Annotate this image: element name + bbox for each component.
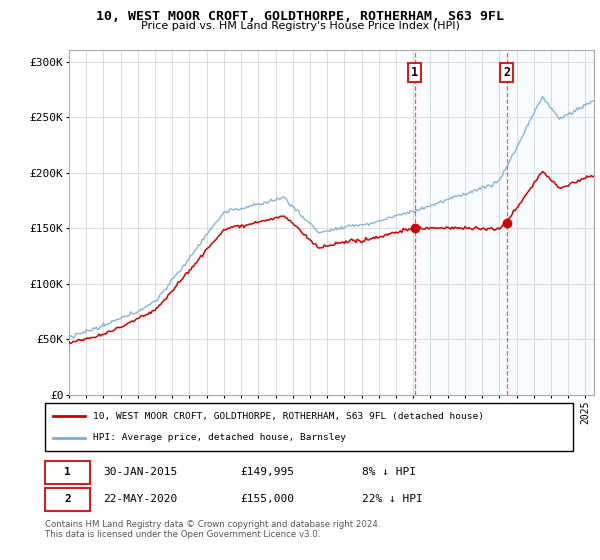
Text: 1: 1 (411, 66, 418, 80)
Text: Contains HM Land Registry data © Crown copyright and database right 2024.
This d: Contains HM Land Registry data © Crown c… (45, 520, 380, 539)
Text: 22-MAY-2020: 22-MAY-2020 (103, 494, 178, 505)
Bar (415, 50, 594, 395)
FancyBboxPatch shape (45, 488, 90, 511)
FancyBboxPatch shape (45, 460, 90, 484)
Text: Price paid vs. HM Land Registry's House Price Index (HPI): Price paid vs. HM Land Registry's House … (140, 21, 460, 31)
Text: £149,995: £149,995 (241, 467, 295, 477)
Text: 10, WEST MOOR CROFT, GOLDTHORPE, ROTHERHAM, S63 9FL (detached house): 10, WEST MOOR CROFT, GOLDTHORPE, ROTHERH… (92, 412, 484, 421)
Text: 10, WEST MOOR CROFT, GOLDTHORPE, ROTHERHAM, S63 9FL: 10, WEST MOOR CROFT, GOLDTHORPE, ROTHERH… (96, 10, 504, 22)
Text: £155,000: £155,000 (241, 494, 295, 505)
Text: 8% ↓ HPI: 8% ↓ HPI (362, 467, 416, 477)
Text: 30-JAN-2015: 30-JAN-2015 (103, 467, 178, 477)
Text: 1: 1 (64, 467, 71, 477)
Text: HPI: Average price, detached house, Barnsley: HPI: Average price, detached house, Barn… (92, 433, 346, 442)
Text: 2: 2 (503, 66, 510, 80)
Text: 22% ↓ HPI: 22% ↓ HPI (362, 494, 422, 505)
Text: 2: 2 (64, 494, 71, 505)
